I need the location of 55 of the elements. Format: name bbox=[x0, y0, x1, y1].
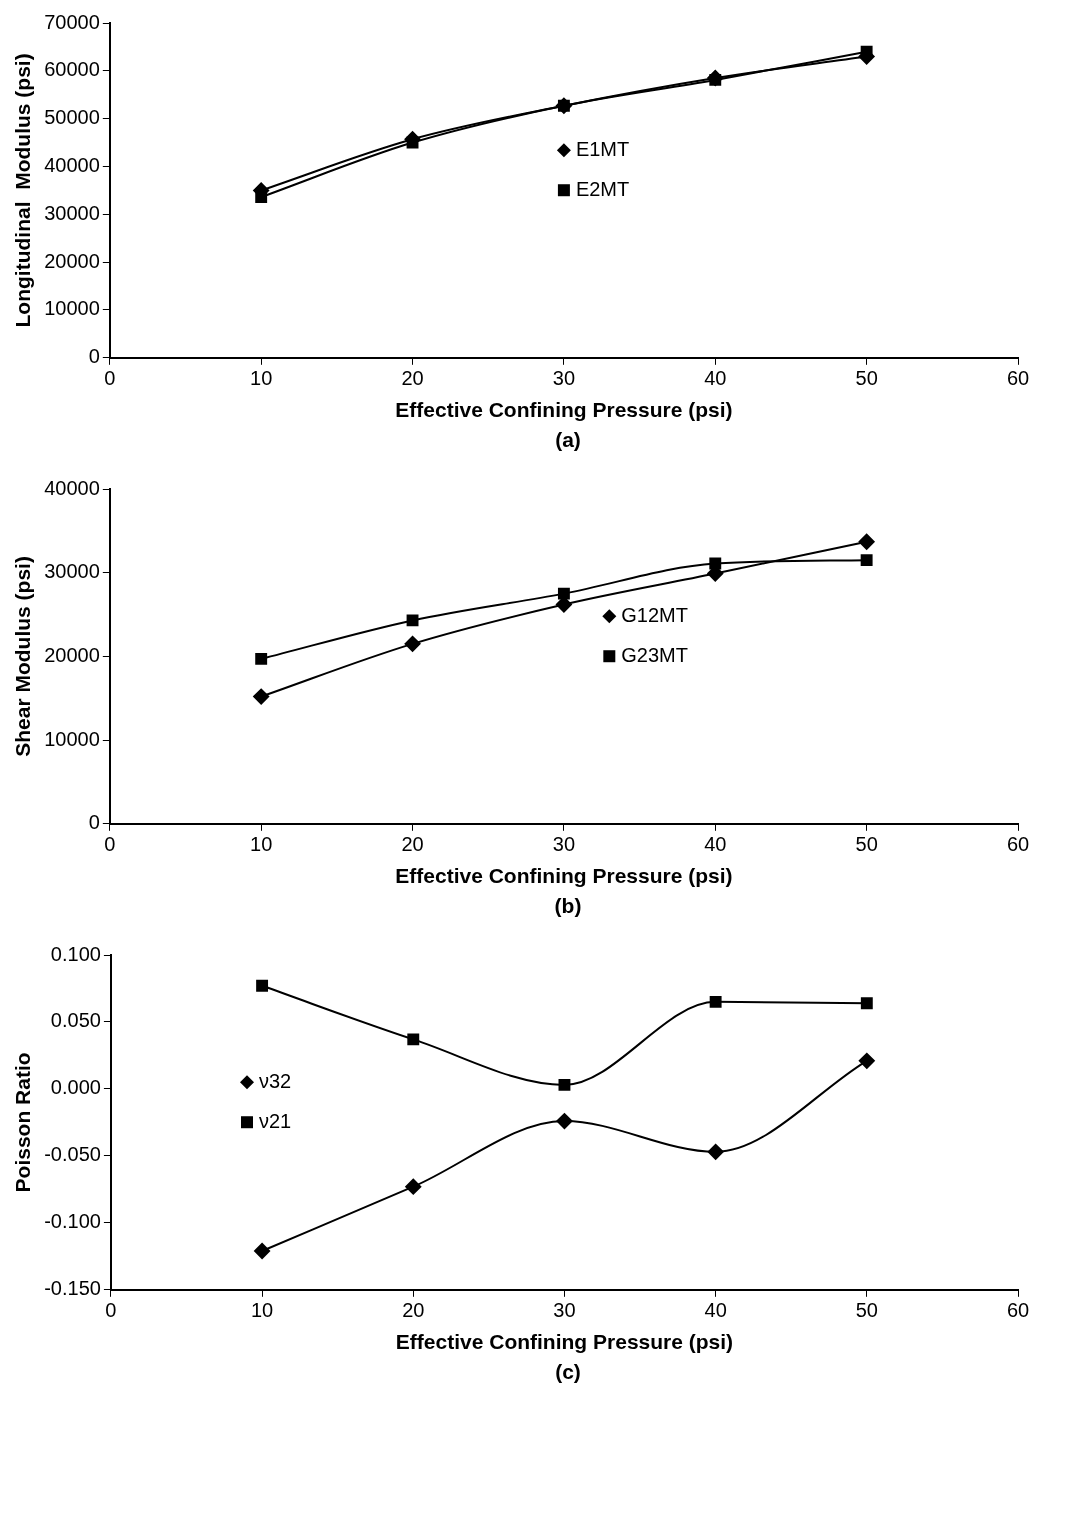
y-tick-label: 40000 bbox=[44, 476, 100, 499]
y-tick-label: 0 bbox=[88, 811, 100, 834]
x-tick-label: 20 bbox=[401, 833, 424, 856]
y-axis-title: Longitudinal Modulus (psi) bbox=[11, 53, 35, 328]
x-tick-label: 20 bbox=[401, 367, 424, 390]
y-tick-label: 0 bbox=[88, 345, 100, 368]
y-axis-title: Poisson Ratio bbox=[11, 1052, 35, 1193]
x-axis-title: Effective Confining Pressure (psi) bbox=[395, 864, 733, 888]
y-tick-label: 0.050 bbox=[50, 1009, 101, 1032]
x-tick-label: 0 bbox=[104, 367, 116, 390]
x-axis-title: Effective Confining Pressure (psi) bbox=[395, 398, 733, 422]
y-tick-label: -0.150 bbox=[44, 1277, 101, 1300]
x-tick-label: 60 bbox=[1006, 833, 1030, 856]
x-axis-title: Effective Confining Pressure (psi) bbox=[395, 1330, 734, 1354]
legend-label: G23MT bbox=[621, 643, 688, 666]
y-tick-label: 60000 bbox=[44, 58, 100, 81]
x-tick-label: 40 bbox=[704, 833, 727, 856]
x-tick-label: 10 bbox=[250, 1299, 274, 1322]
x-tick-label: 30 bbox=[552, 833, 576, 856]
y-tick-label: 10000 bbox=[44, 727, 100, 750]
y-tick-label: -0.100 bbox=[44, 1210, 101, 1233]
x-tick-label: 50 bbox=[855, 367, 878, 390]
x-tick-label: 50 bbox=[855, 833, 878, 856]
legend-label: G12MT bbox=[621, 603, 688, 626]
x-tick-label: 40 bbox=[704, 367, 727, 390]
y-tick-label: 0.000 bbox=[50, 1076, 101, 1099]
x-tick-label: 30 bbox=[552, 367, 576, 390]
y-tick-label: 20000 bbox=[44, 249, 100, 272]
x-tick-label: 60 bbox=[1006, 1299, 1030, 1322]
text: (b) bbox=[553, 894, 583, 918]
legend-label: ν21 bbox=[258, 1109, 292, 1132]
y-tick-label: 20000 bbox=[44, 643, 100, 666]
y-tick-label: 30000 bbox=[44, 560, 100, 583]
x-tick-label: 0 bbox=[104, 833, 116, 856]
x-tick-label: 0 bbox=[105, 1299, 117, 1322]
x-tick-label: 30 bbox=[553, 1299, 576, 1322]
x-tick-label: 50 bbox=[855, 1299, 878, 1322]
y-tick-label: 0.100 bbox=[50, 942, 101, 965]
legend-label: ν32 bbox=[258, 1069, 292, 1092]
x-tick-label: 10 bbox=[250, 367, 273, 390]
x-tick-label: 40 bbox=[704, 1299, 727, 1322]
legend-label: E1MT bbox=[575, 137, 630, 160]
y-axis-title: Shear Modulus (psi) bbox=[11, 556, 35, 757]
text: (c) bbox=[554, 1360, 582, 1384]
x-tick-label: 10 bbox=[250, 833, 273, 856]
y-tick-label: 40000 bbox=[44, 154, 100, 176]
y-tick-label: 70000 bbox=[44, 10, 100, 33]
y-tick-label: 10000 bbox=[44, 297, 100, 320]
y-tick-label: -0.050 bbox=[44, 1143, 101, 1166]
y-tick-label: 50000 bbox=[44, 106, 100, 129]
x-tick-label: 60 bbox=[1006, 367, 1030, 390]
legend-label: E2MT bbox=[575, 177, 630, 200]
y-tick-label: 30000 bbox=[44, 201, 100, 224]
x-tick-label: 20 bbox=[402, 1299, 425, 1322]
text: (a) bbox=[554, 428, 582, 452]
